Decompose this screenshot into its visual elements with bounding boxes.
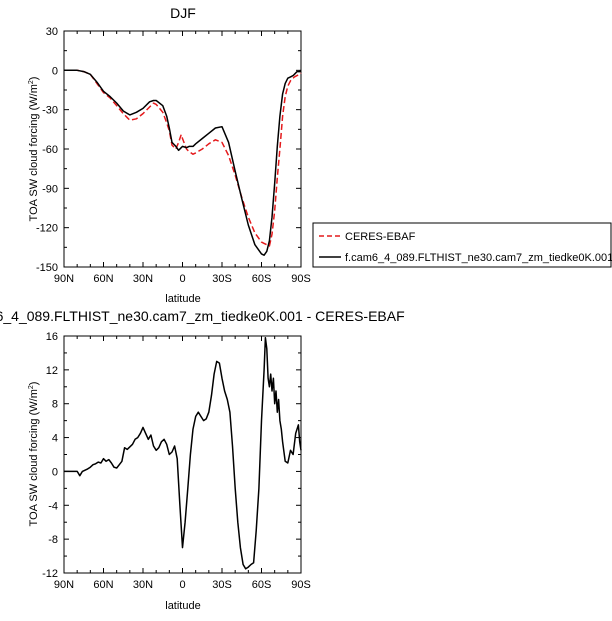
y-tick-label: -4 [48, 500, 58, 512]
x-tick-label: 60N [93, 579, 113, 591]
y-tick-label: -60 [42, 144, 58, 156]
top-x-axis-label: latitude [165, 293, 200, 305]
top-y-axis-label: TOA SW cloud forcing (W/m2) [28, 77, 40, 222]
bottom-chart: f.cam6_4_089.FLTHIST_ne30.cam7_zm_tiedke… [0, 308, 405, 612]
bottom-series-lines [64, 336, 302, 570]
x-tick-label: 90S [291, 579, 311, 591]
bottom-x-axis-label: latitude [165, 600, 200, 612]
top-chart-title: DJF [170, 5, 196, 21]
legend-label-model: f.cam6_4_089.FLTHIST_ne30.cam7_zm_tiedke… [345, 252, 612, 264]
x-tick-label: 90S [291, 273, 311, 285]
x-tick-label: 60N [93, 273, 113, 285]
y-tick-label: -120 [36, 223, 58, 235]
top-y-tick-labels: 30 0 -30 -60 -90 -120 -150 [36, 26, 58, 274]
bottom-y-tick-labels: 16 12 8 4 0 -4 -8 -12 [42, 331, 58, 580]
top-plot-frame [63, 30, 302, 268]
y-tick-label: -8 [48, 534, 58, 546]
y-tick-label: 30 [46, 26, 58, 38]
x-tick-label: 0 [179, 579, 185, 591]
bottom-chart-title: f.cam6_4_089.FLTHIST_ne30.cam7_zm_tiedke… [0, 308, 405, 324]
series-line-ceres-ebaf [64, 69, 302, 247]
y-tick-label: 0 [52, 466, 58, 478]
y-tick-label: 8 [52, 399, 58, 411]
x-tick-label: 90N [54, 579, 74, 591]
bottom-axis-ticks [63, 335, 302, 574]
y-tick-label: 0 [52, 65, 58, 77]
x-tick-label: 90N [54, 273, 74, 285]
top-series-lines [64, 69, 302, 256]
y-tick-label: -12 [42, 568, 58, 580]
y-tick-label: 16 [46, 331, 58, 343]
y-tick-label: 4 [52, 433, 58, 445]
top-x-tick-labels: 90N 60N 30N 0 30S 60S 90S [54, 273, 311, 285]
series-line-difference [64, 336, 302, 570]
x-tick-label: 0 [179, 273, 185, 285]
x-tick-label: 30S [212, 273, 232, 285]
bottom-y-axis-label: TOA SW cloud forcing (W/m2) [28, 382, 40, 527]
legend-box [312, 222, 612, 268]
top-chart: DJF 90N 60N 30N 0 30S 60S 90S 30 0 -30 -60 -90 -120… [28, 5, 612, 305]
y-tick-label: -30 [42, 105, 58, 117]
x-tick-label: 30N [133, 579, 153, 591]
x-tick-label: 60S [252, 579, 272, 591]
legend-label-ceres: CERES-EBAF [345, 231, 416, 243]
series-line-f-cam6-4-089-flthist-ne30-cam7-zm-tiedke0k-001 [64, 69, 302, 256]
y-tick-label: 12 [46, 365, 58, 377]
bottom-x-tick-labels: 90N 60N 30N 0 30S 60S 90S [54, 579, 311, 591]
x-tick-label: 30N [133, 273, 153, 285]
x-tick-label: 60S [252, 273, 272, 285]
x-tick-label: 30S [212, 579, 232, 591]
top-axis-ticks [63, 30, 302, 268]
legend: CERES-EBAF f.cam6_4_089.FLTHIST_ne30.cam… [312, 222, 612, 268]
y-tick-label: -90 [42, 183, 58, 195]
y-tick-label: -150 [36, 262, 58, 274]
